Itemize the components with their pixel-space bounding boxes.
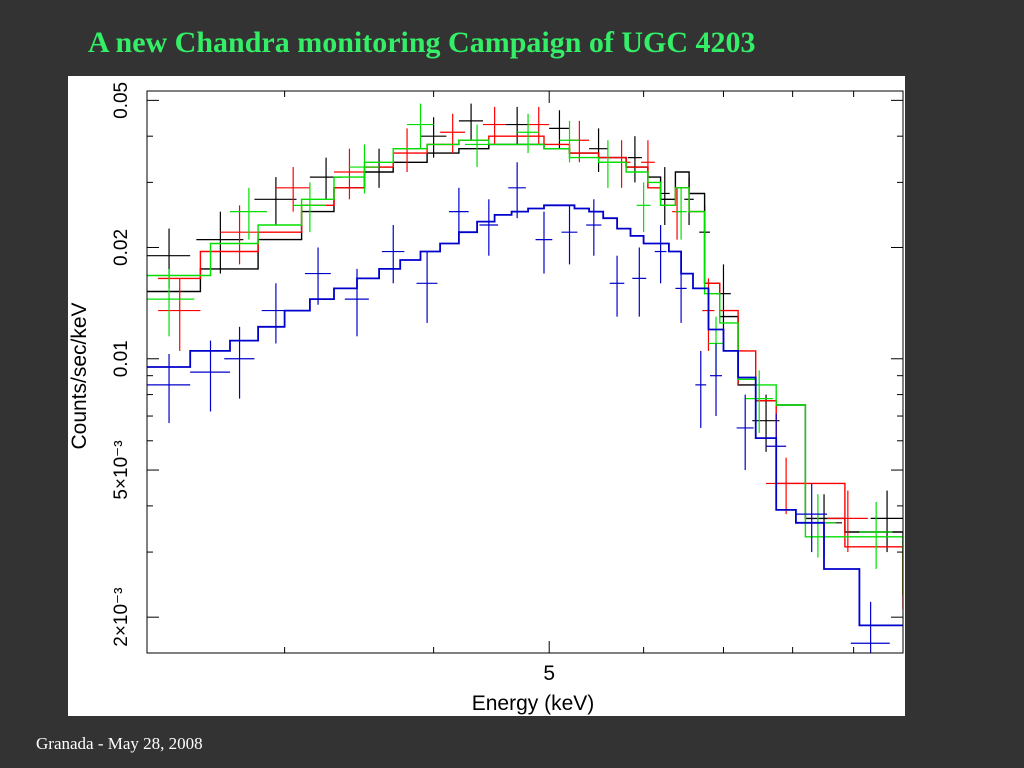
series-1-point-8 xyxy=(569,120,590,163)
y-tick-label: 0.02 xyxy=(111,229,132,266)
series-2-model-line xyxy=(147,139,903,595)
series-1-point-11 xyxy=(672,187,682,240)
series-3-model-line xyxy=(147,204,903,627)
series-2 xyxy=(147,103,903,595)
series-2-point-0 xyxy=(147,268,195,337)
series-3 xyxy=(147,162,903,653)
series-3-point-2 xyxy=(224,326,255,399)
series-0 xyxy=(147,103,903,595)
series-3-point-12 xyxy=(561,205,578,265)
plot-frame xyxy=(146,90,904,654)
series-layer xyxy=(147,103,903,653)
y-tick-label: 0.01 xyxy=(111,340,132,377)
series-2-point-7 xyxy=(559,120,580,163)
series-1-point-6 xyxy=(482,106,507,145)
series-2-point-12 xyxy=(745,370,773,433)
slide-title: A new Chandra monitoring Campaign of UGC… xyxy=(88,26,756,59)
series-0-point-4 xyxy=(364,148,394,188)
series-2-point-10 xyxy=(675,187,687,240)
series-1-model-line xyxy=(158,135,903,610)
series-3-point-14 xyxy=(609,255,625,317)
series-3-point-13 xyxy=(586,199,602,256)
series-0-point-15 xyxy=(752,394,780,452)
series-0-point-5 xyxy=(420,117,447,158)
series-0-point-3 xyxy=(309,157,342,200)
spectrum-plot-panel: 0.05 0.02 0.01 5×10⁻³ 2×10⁻³ 5 Energy (keV) C… xyxy=(68,76,905,716)
series-0-point-1 xyxy=(196,211,244,274)
series-1-point-5 xyxy=(440,113,466,154)
series-1-point-4 xyxy=(393,128,421,173)
y-tick-label: 5×10⁻³ xyxy=(111,440,132,499)
series-0-point-6 xyxy=(458,103,483,141)
x-axis-label: Energy (keV) xyxy=(472,692,595,715)
series-3-point-3 xyxy=(261,283,290,344)
series-1-point-14 xyxy=(766,457,806,515)
spectrum-chart: 0.05 0.02 0.01 5×10⁻³ 2×10⁻³ 5 Energy (keV) C… xyxy=(68,82,904,715)
series-1-point-7 xyxy=(528,106,550,145)
series-3-point-0 xyxy=(147,354,191,424)
series-2-point-14 xyxy=(859,501,893,569)
series-0-point-8 xyxy=(549,110,570,149)
series-0-point-17 xyxy=(870,490,903,553)
series-3-point-4 xyxy=(304,247,331,305)
series-2-point-4 xyxy=(407,103,434,149)
series-3-point-11 xyxy=(535,211,553,274)
series-0-point-9 xyxy=(589,128,608,173)
series-1-point-2 xyxy=(275,167,310,212)
series-0-point-10 xyxy=(627,136,642,183)
series-1-point-3 xyxy=(333,148,365,200)
series-1 xyxy=(158,106,903,610)
series-3-point-21 xyxy=(766,413,787,487)
axis-tick-labels: 0.05 0.02 0.01 5×10⁻³ 2×10⁻³ 5 xyxy=(111,82,555,685)
series-2-point-5 xyxy=(465,124,489,168)
slide-footer: Granada - May 28, 2008 xyxy=(36,734,203,753)
series-3-point-23 xyxy=(850,601,890,653)
series-1-point-9 xyxy=(612,140,631,188)
series-3-point-1 xyxy=(190,340,231,412)
series-3-point-8 xyxy=(448,187,469,240)
series-2-point-13 xyxy=(799,494,837,558)
series-3-point-22 xyxy=(795,483,828,553)
series-3-point-18 xyxy=(695,350,707,428)
series-2-point-9 xyxy=(636,182,651,233)
series-3-point-6 xyxy=(381,225,405,284)
series-2-point-3 xyxy=(349,144,380,194)
y-axis-label: Counts/sec/keV xyxy=(68,302,91,449)
series-3-point-9 xyxy=(479,199,499,256)
series-3-point-7 xyxy=(416,251,438,323)
axis-ticks xyxy=(147,91,903,653)
series-0-point-11 xyxy=(659,167,670,226)
series-2-point-6 xyxy=(517,113,539,154)
x-tick-label: 5 xyxy=(543,662,555,685)
series-1-point-1 xyxy=(220,205,259,265)
series-1-point-0 xyxy=(158,278,201,351)
series-0-point-2 xyxy=(254,177,297,226)
series-3-point-16 xyxy=(654,225,667,284)
series-3-point-20 xyxy=(736,394,754,471)
series-0-point-14 xyxy=(716,264,731,330)
y-tick-label: 0.05 xyxy=(111,82,132,119)
series-2-point-8 xyxy=(598,140,618,188)
series-3-point-17 xyxy=(675,259,687,323)
series-2-point-2 xyxy=(293,182,327,233)
series-3-point-15 xyxy=(632,247,647,317)
series-3-point-19 xyxy=(709,343,722,417)
series-2-point-1 xyxy=(230,187,268,240)
series-0-point-7 xyxy=(506,106,529,145)
series-1-point-15 xyxy=(827,490,868,553)
series-3-point-10 xyxy=(508,162,526,219)
series-3-point-5 xyxy=(344,268,369,337)
y-tick-label: 2×10⁻³ xyxy=(111,588,132,647)
